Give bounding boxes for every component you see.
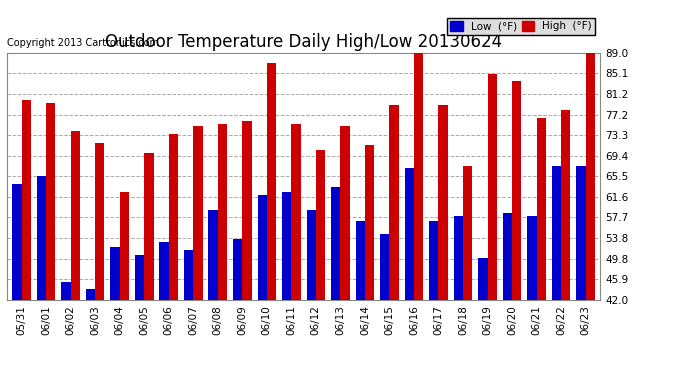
Bar bbox=[316, 150, 325, 300]
Bar bbox=[586, 53, 595, 300]
Legend: Low  (°F), High  (°F): Low (°F), High (°F) bbox=[447, 18, 595, 34]
Bar bbox=[453, 216, 463, 300]
Bar bbox=[267, 63, 276, 300]
Bar bbox=[365, 145, 374, 300]
Bar bbox=[429, 221, 438, 300]
Bar bbox=[12, 184, 21, 300]
Bar bbox=[389, 105, 399, 300]
Bar bbox=[257, 195, 267, 300]
Bar bbox=[95, 143, 104, 300]
Bar bbox=[144, 153, 154, 300]
Bar bbox=[340, 126, 350, 300]
Bar bbox=[552, 166, 561, 300]
Bar bbox=[438, 105, 448, 300]
Bar bbox=[478, 258, 488, 300]
Bar bbox=[576, 166, 586, 300]
Bar bbox=[159, 242, 169, 300]
Bar bbox=[193, 126, 203, 300]
Bar bbox=[135, 255, 144, 300]
Bar bbox=[70, 132, 80, 300]
Bar bbox=[463, 166, 472, 300]
Bar bbox=[512, 81, 522, 300]
Bar bbox=[355, 221, 365, 300]
Bar bbox=[380, 234, 389, 300]
Bar bbox=[488, 74, 497, 300]
Bar bbox=[61, 282, 70, 300]
Bar bbox=[306, 210, 316, 300]
Bar bbox=[537, 118, 546, 300]
Bar bbox=[282, 192, 291, 300]
Title: Outdoor Temperature Daily High/Low 20130624: Outdoor Temperature Daily High/Low 20130… bbox=[105, 33, 502, 51]
Bar bbox=[86, 290, 95, 300]
Text: Copyright 2013 Cartronics.com: Copyright 2013 Cartronics.com bbox=[7, 38, 159, 48]
Bar bbox=[233, 240, 242, 300]
Bar bbox=[46, 102, 55, 300]
Bar bbox=[218, 124, 227, 300]
Bar bbox=[503, 213, 512, 300]
Bar bbox=[527, 216, 537, 300]
Bar bbox=[414, 53, 423, 300]
Bar bbox=[184, 250, 193, 300]
Bar bbox=[169, 134, 178, 300]
Bar bbox=[208, 210, 218, 300]
Bar bbox=[37, 176, 46, 300]
Bar bbox=[21, 100, 31, 300]
Bar bbox=[404, 168, 414, 300]
Bar bbox=[331, 187, 340, 300]
Bar bbox=[561, 110, 571, 300]
Bar bbox=[119, 192, 129, 300]
Bar bbox=[242, 121, 252, 300]
Bar bbox=[291, 124, 301, 300]
Bar bbox=[110, 248, 119, 300]
